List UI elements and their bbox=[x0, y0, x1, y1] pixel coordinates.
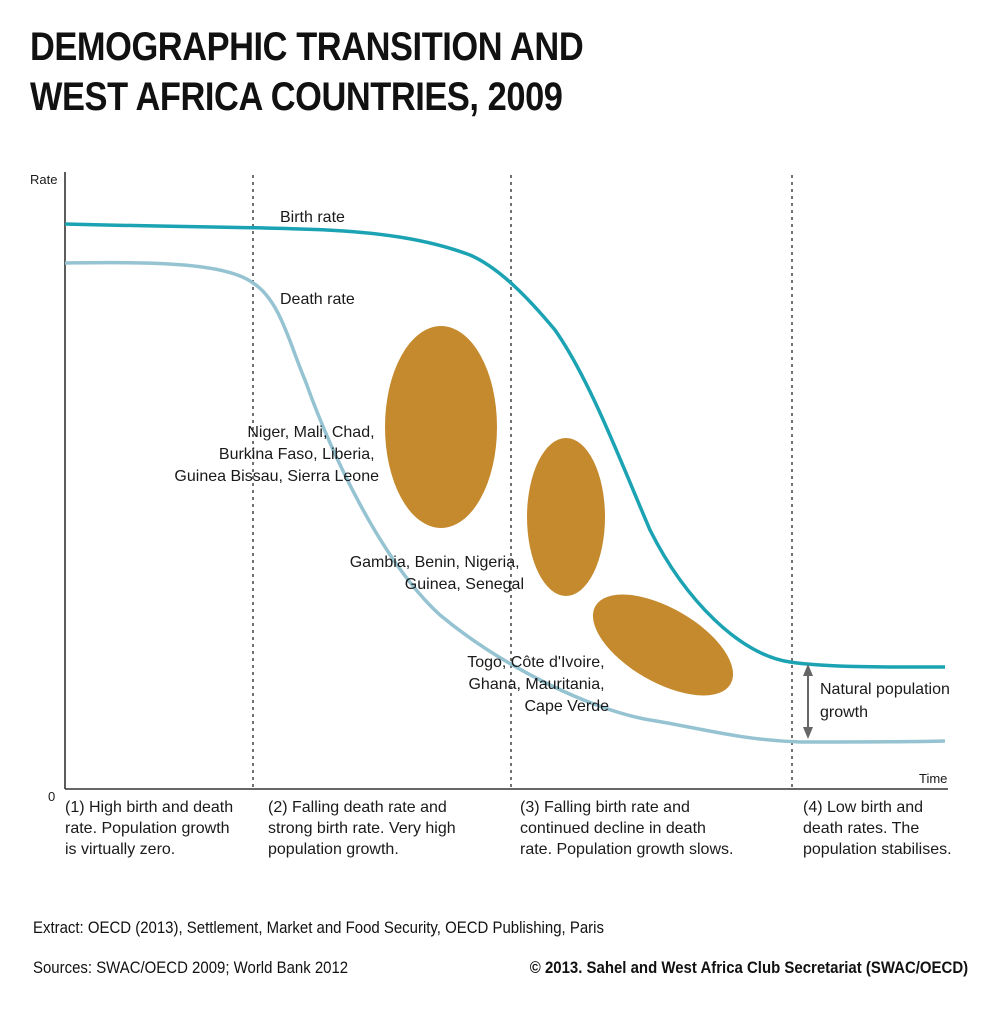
title-line-2: WEST AFRICA COUNTRIES, 2009 bbox=[30, 75, 563, 119]
group-label-1: Niger, Mali, Chad, Burkina Faso, Liberia… bbox=[174, 424, 379, 485]
phase-1-line-3: is virtually zero. bbox=[65, 841, 176, 858]
group-label-3-line-3: Cape Verde bbox=[524, 698, 609, 715]
phase-3-line-3: rate. Population growth slows. bbox=[520, 841, 734, 858]
birth-rate-curve bbox=[64, 222, 946, 669]
phase-2-line-3: population growth. bbox=[268, 841, 399, 858]
origin-label: 0 bbox=[48, 789, 55, 804]
sources-note: Sources: SWAC/OECD 2009; World Bank 2012 bbox=[33, 958, 349, 977]
phase-2-description: (2) Falling death rate and strong birth … bbox=[268, 797, 456, 860]
natural-growth-arrow bbox=[803, 664, 813, 739]
group-label-1-line-1: Niger, Mali, Chad, bbox=[247, 424, 374, 441]
natural-growth-label: Natural population growth bbox=[820, 681, 954, 721]
group-label-2-line-1: Gambia, Benin, Nigeria, bbox=[350, 554, 520, 571]
phase-4-line-1: (4) Low birth and bbox=[803, 799, 924, 816]
phase-1-description: (1) High birth and death rate. Populatio… bbox=[65, 797, 233, 860]
phase-4-line-3: population stabilises. bbox=[803, 841, 952, 858]
phase-2-line-2: strong birth rate. Very high bbox=[268, 820, 456, 837]
natural-growth-label-line-1: Natural population bbox=[820, 681, 950, 698]
group-label-2: Gambia, Benin, Nigeria, Guinea, Senegal bbox=[350, 554, 524, 593]
title-line-1: DEMOGRAPHIC TRANSITION AND bbox=[30, 25, 584, 69]
copyright-notice: © 2013. Sahel and West Africa Club Secre… bbox=[529, 958, 968, 977]
phase-1-line-1: (1) High birth and death bbox=[65, 799, 234, 816]
phase-2-line-1: (2) Falling death rate and bbox=[268, 799, 447, 816]
phase-3-line-1: (3) Falling birth rate and bbox=[520, 799, 690, 816]
x-axis-label: Time bbox=[919, 771, 947, 786]
country-group-blob-2 bbox=[527, 438, 605, 596]
diagram-title: DEMOGRAPHIC TRANSITION AND WEST AFRICA C… bbox=[30, 22, 584, 122]
phase-3-description: (3) Falling birth rate and continued dec… bbox=[520, 797, 733, 860]
death-rate-label: Death rate bbox=[280, 291, 355, 308]
country-group-blob-1 bbox=[385, 326, 497, 528]
birth-rate-label: Birth rate bbox=[280, 209, 345, 226]
phase-4-line-2: death rates. The bbox=[803, 820, 920, 837]
group-label-1-line-3: Guinea Bissau, Sierra Leone bbox=[174, 468, 379, 485]
group-label-3: Togo, Côte d'Ivoire, Ghana, Mauritania, … bbox=[467, 654, 609, 715]
phase-4-description: (4) Low birth and death rates. The popul… bbox=[803, 797, 952, 860]
phase-1-line-2: rate. Population growth bbox=[65, 820, 230, 837]
group-label-3-line-1: Togo, Côte d'Ivoire, bbox=[467, 654, 604, 671]
death-rate-curve bbox=[64, 260, 946, 744]
y-axis-label: Rate bbox=[30, 172, 57, 187]
phase-3-line-2: continued decline in death bbox=[520, 820, 706, 837]
group-label-1-line-2: Burkina Faso, Liberia, bbox=[219, 446, 375, 463]
extract-citation: Extract: OECD (2013), Settlement, Market… bbox=[33, 918, 604, 937]
country-group-blob-3 bbox=[592, 594, 734, 696]
group-label-2-line-2: Guinea, Senegal bbox=[405, 576, 524, 593]
group-label-3-line-2: Ghana, Mauritania, bbox=[468, 676, 604, 693]
natural-growth-label-line-2: growth bbox=[820, 704, 868, 721]
